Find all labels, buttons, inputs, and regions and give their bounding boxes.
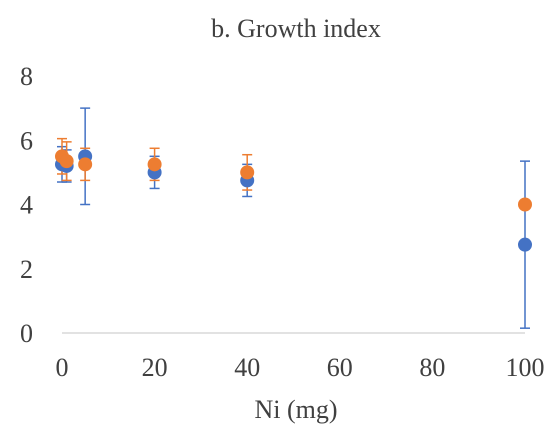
error-bars [57, 107, 530, 329]
x-tick-label: 0 [56, 353, 69, 382]
data-point-series-2 [78, 157, 93, 172]
y-tick-labels: 0 2 4 6 8 [20, 62, 33, 348]
data-markers [55, 149, 532, 252]
data-point-series-1 [518, 237, 532, 252]
x-tick-label: 80 [419, 353, 445, 382]
data-point-series-2 [59, 154, 74, 169]
chart-title: b. Growth index [211, 14, 381, 43]
y-tick-label: 6 [20, 126, 33, 155]
data-point-series-2 [518, 197, 532, 212]
y-tick-label: 4 [20, 191, 33, 220]
y-tick-label: 8 [20, 62, 33, 91]
x-tick-label: 20 [142, 353, 168, 382]
data-point-series-2 [240, 165, 255, 180]
x-tick-label: 100 [506, 353, 545, 382]
data-point-series-2 [147, 157, 162, 172]
x-tick-labels: 0 20 40 60 80 100 [56, 353, 545, 382]
y-tick-label: 2 [20, 255, 33, 284]
x-tick-label: 40 [234, 353, 260, 382]
x-axis-title: Ni (mg) [254, 395, 337, 424]
y-tick-label: 0 [20, 319, 33, 348]
x-tick-label: 60 [327, 353, 353, 382]
